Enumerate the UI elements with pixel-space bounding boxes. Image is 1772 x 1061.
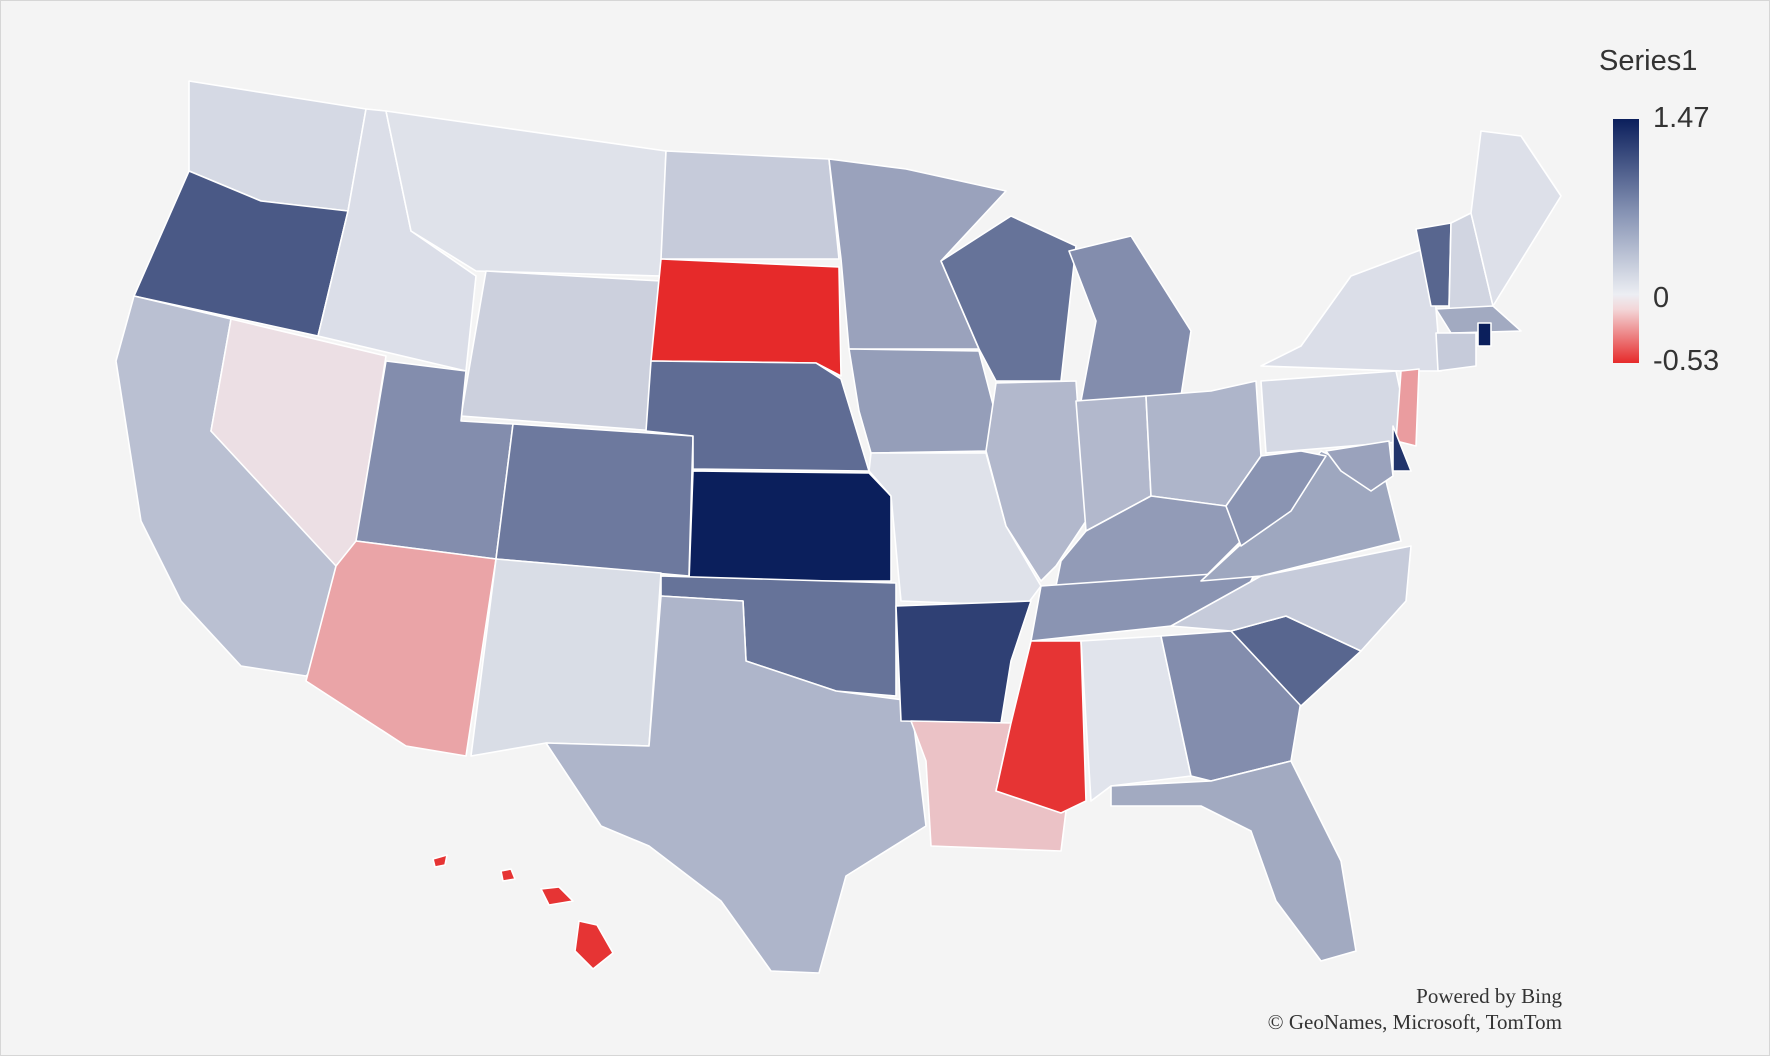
state-ar[interactable] <box>895 600 1032 724</box>
state-sd[interactable] <box>650 258 842 377</box>
legend-min-label: -0.53 <box>1653 345 1720 377</box>
state-md[interactable] <box>1325 440 1394 492</box>
state-mi[interactable] <box>1068 235 1192 402</box>
state-me[interactable] <box>1470 130 1562 307</box>
state-tx[interactable] <box>545 595 927 974</box>
copyright-text: © GeoNames, Microsoft, TomTom <box>1267 1010 1562 1034</box>
state-mt[interactable] <box>385 110 667 277</box>
state-wv[interactable] <box>1225 450 1327 547</box>
state-al[interactable] <box>1080 635 1192 802</box>
powered-by-text: Powered by Bing <box>1416 984 1562 1008</box>
legend-gradient-bar <box>1613 119 1639 363</box>
state-de[interactable] <box>1392 425 1412 472</box>
state-ct[interactable] <box>1435 332 1477 372</box>
legend-title: Series1 <box>1599 45 1698 77</box>
state-az[interactable] <box>305 540 497 757</box>
state-hi[interactable] <box>432 854 614 970</box>
state-ri[interactable] <box>1477 322 1492 347</box>
legend-max-label: 1.47 <box>1653 102 1710 134</box>
states-layer <box>115 80 1562 974</box>
state-wy[interactable] <box>460 270 662 432</box>
state-ks[interactable] <box>688 470 892 582</box>
state-nm[interactable] <box>470 558 662 757</box>
state-co[interactable] <box>495 423 694 577</box>
state-nj[interactable] <box>1395 368 1420 447</box>
state-nc[interactable] <box>1170 545 1412 652</box>
state-fl[interactable] <box>1110 760 1357 962</box>
state-nd[interactable] <box>660 150 840 260</box>
state-ny[interactable] <box>1260 245 1442 372</box>
state-ma[interactable] <box>1435 305 1522 334</box>
legend-zero-label: 0 <box>1653 282 1670 314</box>
state-ne[interactable] <box>645 360 870 472</box>
state-ia[interactable] <box>848 348 997 454</box>
